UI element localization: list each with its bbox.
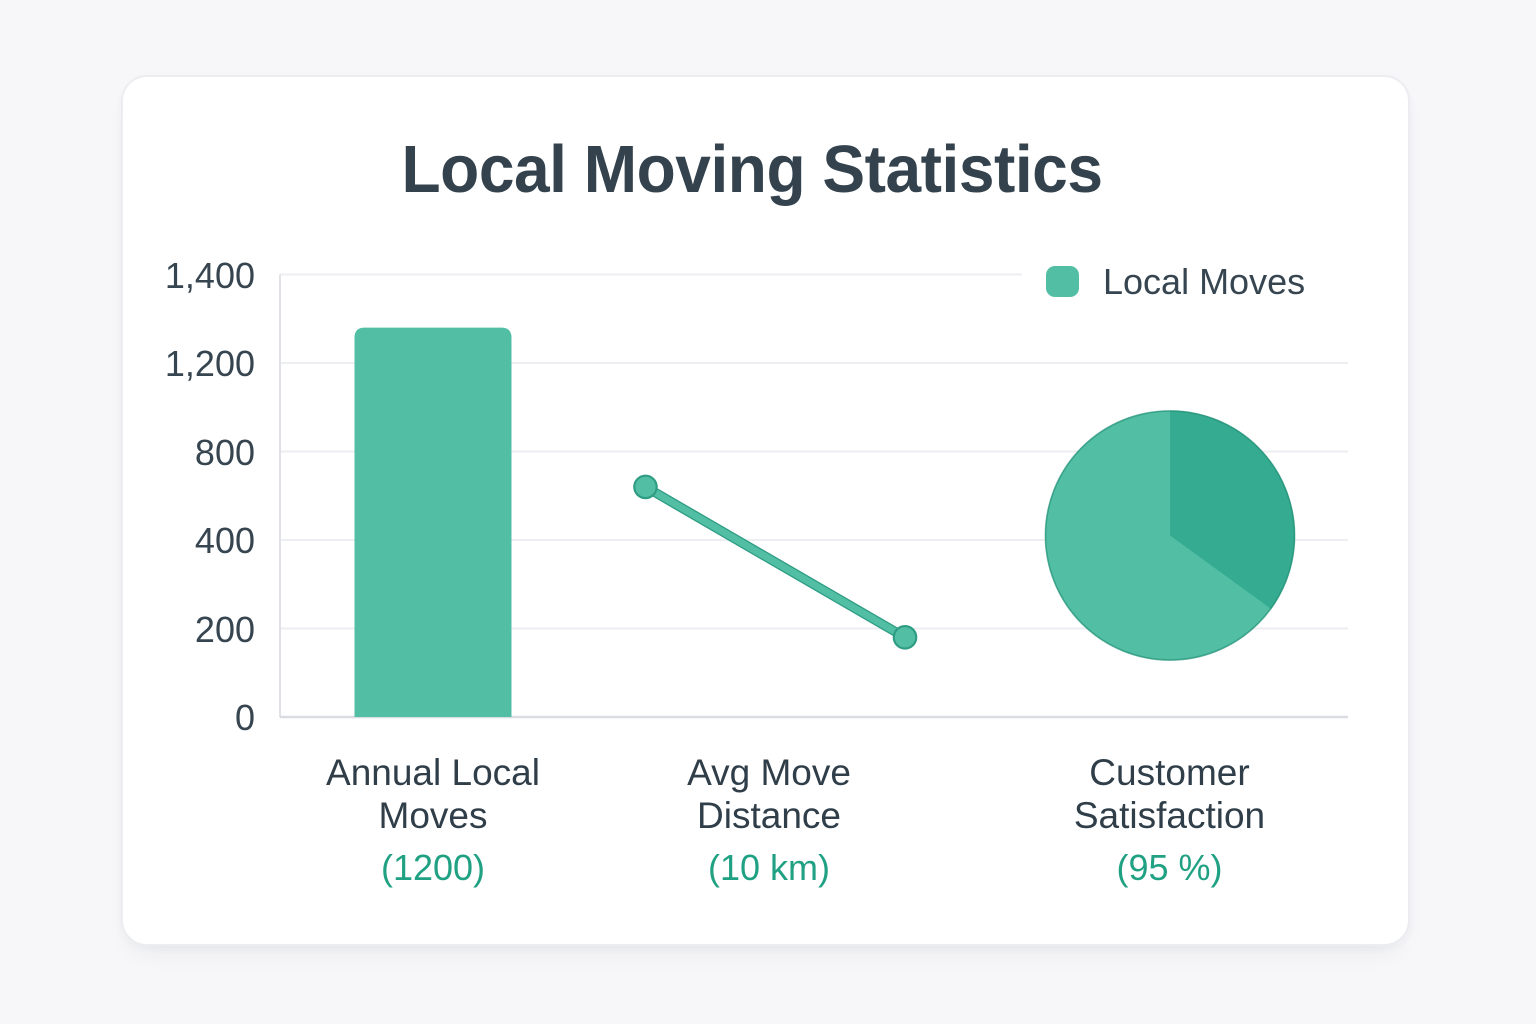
category-label-line: Satisfaction (1073, 795, 1266, 836)
category-value-label: (10 km) (707, 847, 831, 888)
category-value-label: (95 %) (1116, 847, 1223, 888)
category-label-line: Customer (1089, 752, 1250, 793)
y-tick-label: 800 (194, 431, 255, 473)
x-label-avg-move-distance: Avg Move Distance (10 km) (687, 751, 851, 886)
legend-swatch (1046, 266, 1079, 297)
category-label-line: Distance (697, 795, 841, 836)
y-tick-label: 400 (194, 520, 255, 561)
x-label-annual-local-moves: Annual Local Moves (1200) (326, 751, 540, 886)
y-tick-label: 200 (194, 608, 255, 650)
category-label-line: Avg Move (687, 752, 851, 793)
category-label-line: Moves (378, 795, 488, 836)
category-value-label: (1200) (380, 847, 486, 888)
chart-title: Local Moving Statistics (401, 132, 1103, 207)
y-tick-label: 1,200 (164, 343, 255, 384)
legend: Local Moves (1046, 261, 1306, 302)
y-tick-label: 1,400 (164, 254, 255, 296)
category-label-line: Annual Local (326, 752, 540, 793)
y-tick-label: 0 (234, 697, 255, 738)
x-label-customer-satisfaction: Customer Satisfaction (95 %) (1074, 751, 1265, 886)
legend-label: Local Moves (1103, 261, 1306, 302)
